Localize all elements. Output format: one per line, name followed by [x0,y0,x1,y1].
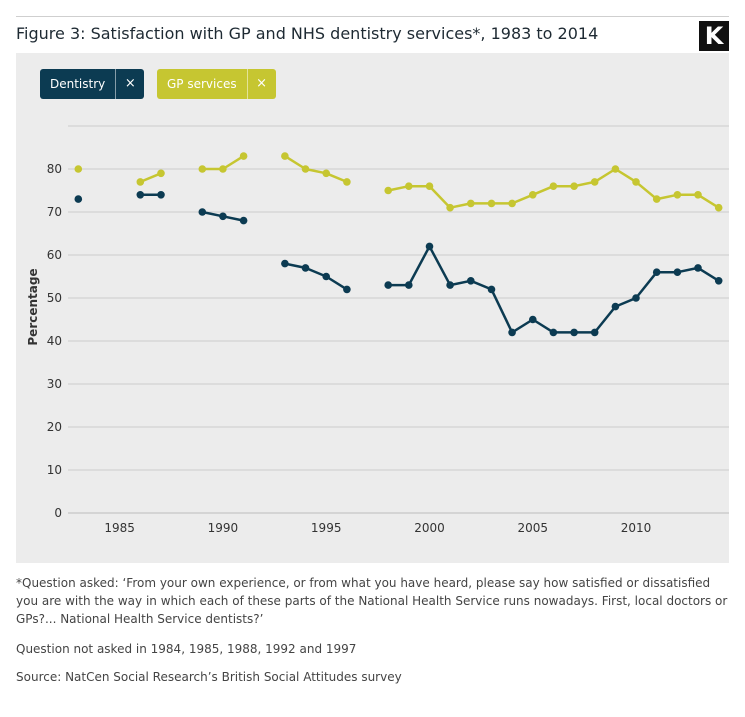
data-point-gp-services[interactable] [714,203,723,212]
data-point-dentistry[interactable] [281,259,289,268]
data-point-dentistry[interactable] [611,302,620,311]
data-point-gp-services[interactable] [322,169,331,178]
data-point-dentistry[interactable] [239,216,248,225]
chart-title: Figure 3: Satisfaction with GP and NHS d… [16,24,599,43]
y-tick-label: 30 [47,377,62,391]
legend-chip-dentistry[interactable]: Dentistry × [40,69,145,99]
title-bar: Figure 3: Satisfaction with GP and NHS d… [16,16,729,54]
data-point-gp-services[interactable] [652,195,661,203]
data-point-dentistry[interactable] [529,315,537,324]
data-point-dentistry[interactable] [343,285,351,294]
y-tick-label: 40 [47,334,62,348]
series-line-dentistry [388,245,720,334]
data-point-dentistry[interactable] [219,212,227,221]
data-point-dentistry[interactable] [405,281,413,289]
close-icon[interactable]: × [115,69,144,99]
x-tick-label: 1985 [104,521,135,535]
y-tick-label: 50 [47,291,62,305]
data-point-dentistry[interactable] [198,208,207,216]
data-point-gp-services[interactable] [198,165,207,173]
x-tick-label: 2000 [414,521,445,535]
k-logo: K [699,21,729,51]
y-tick-labels: 0 10 20 30 40 50 60 70 80 [47,162,62,520]
data-point-gp-services[interactable] [343,178,351,186]
data-point-dentistry[interactable] [508,328,516,337]
data-point-gp-services[interactable] [611,165,620,173]
data-point-gp-services[interactable] [405,182,413,190]
data-point-dentistry[interactable] [549,328,558,337]
data-point-dentistry[interactable] [714,277,723,285]
data-point-gp-services[interactable] [467,199,475,208]
data-point-dentistry[interactable] [301,264,310,272]
data-point-dentistry[interactable] [467,277,475,285]
data-point-gp-services[interactable] [446,203,454,212]
data-point-gp-services[interactable] [74,165,83,173]
series-line-gp-services [284,155,348,184]
data-point-gp-services[interactable] [219,165,227,173]
data-point-gp-services[interactable] [425,182,434,190]
legend-chip-gp[interactable]: GP services × [157,69,276,99]
data-point-dentistry[interactable] [157,191,165,199]
data-point-gp-services[interactable] [508,199,516,208]
series-line-dentistry [284,262,348,291]
data-point-gp-services[interactable] [301,165,310,173]
data-point-gp-services[interactable] [529,191,537,199]
data-point-dentistry[interactable] [694,264,702,272]
data-point-gp-services[interactable] [157,169,165,178]
data-point-gp-services[interactable] [136,178,145,186]
data-point-gp-services[interactable] [239,152,248,160]
data-point-gp-services[interactable] [570,182,578,190]
line-chart: 0 10 20 30 40 50 60 70 80 1985 1990 1995 2000 2005 20… [26,125,729,535]
x-tick-label: 1990 [208,521,239,535]
data-point-dentistry[interactable] [487,285,496,294]
close-icon[interactable]: × [246,69,276,99]
data-point-dentistry[interactable] [136,191,145,199]
data-point-dentistry[interactable] [570,328,578,337]
data-point-dentistry[interactable] [446,281,454,289]
y-tick-label: 20 [47,420,62,434]
y-tick-label: 70 [47,205,62,219]
data-point-gp-services[interactable] [281,152,289,160]
grid-lines [68,125,729,514]
data-point-gp-services[interactable] [549,182,558,190]
data-point-gp-services[interactable] [487,199,496,208]
footnote-not-asked: Question not asked in 1984, 1985, 1988, … [16,642,357,656]
series-points [74,152,723,337]
data-point-dentistry[interactable] [590,328,599,337]
data-point-gp-services[interactable] [673,191,682,199]
data-point-dentistry[interactable] [74,195,83,203]
y-tick-label: 10 [47,463,62,477]
data-point-dentistry[interactable] [652,268,661,276]
data-point-dentistry[interactable] [384,281,393,289]
data-point-dentistry[interactable] [425,242,434,251]
data-point-gp-services[interactable] [384,186,393,195]
data-point-dentistry[interactable] [322,272,331,281]
x-tick-labels: 1985 1990 1995 2000 2005 2010 [104,521,651,535]
x-tick-label: 2010 [621,521,652,535]
footnote-question: *Question asked: ‘From your own experien… [16,576,728,626]
data-point-gp-services[interactable] [590,178,599,186]
x-tick-label: 2005 [517,521,548,535]
data-point-dentistry[interactable] [632,294,640,302]
y-tick-label: 60 [47,248,62,262]
chart-panel: Dentistry × GP services × 0 10 20 30 40 50 60 7… [16,53,729,563]
data-point-gp-services[interactable] [632,178,640,186]
legend-label-dentistry: Dentistry [50,77,106,91]
y-tick-label: 0 [54,506,62,520]
data-point-dentistry[interactable] [673,268,682,276]
x-tick-label: 1995 [311,521,342,535]
source-note: Source: NatCen Social Research’s British… [16,670,402,684]
y-axis-label: Percentage [26,268,40,345]
legend-label-gp: GP services [167,77,237,91]
y-tick-label: 80 [47,162,62,176]
data-point-gp-services[interactable] [694,191,702,199]
